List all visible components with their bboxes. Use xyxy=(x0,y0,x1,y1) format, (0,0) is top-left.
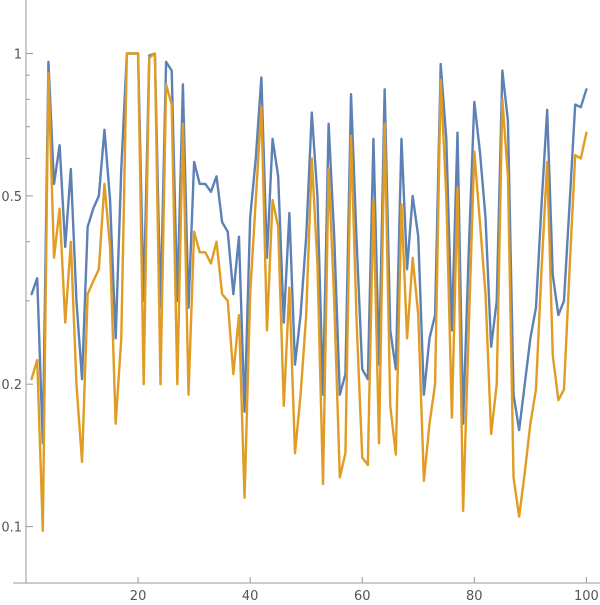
y-tick-label: 1 xyxy=(14,47,22,62)
y-tick-label: 0.1 xyxy=(1,521,22,536)
x-ticks: 20 40 60 80 100 xyxy=(130,577,599,604)
y-tick-label: 0.2 xyxy=(1,378,22,393)
y-ticks: 0.1 0.2 0.5 1 xyxy=(1,47,33,536)
x-tick-label: 100 xyxy=(574,589,599,604)
plot-area xyxy=(30,52,588,532)
x-axis: 20 40 60 80 100 xyxy=(13,577,600,604)
y-tick-label: 0.5 xyxy=(1,190,22,205)
series-line-2 xyxy=(30,52,588,532)
series-line-1 xyxy=(30,52,588,445)
x-tick-label: 80 xyxy=(466,589,483,604)
series-layer xyxy=(30,52,588,532)
x-tick-label: 20 xyxy=(130,589,147,604)
y-axis: 0.1 0.2 0.5 1 xyxy=(1,0,33,583)
x-tick-label: 60 xyxy=(354,589,371,604)
x-tick-label: 40 xyxy=(242,589,259,604)
